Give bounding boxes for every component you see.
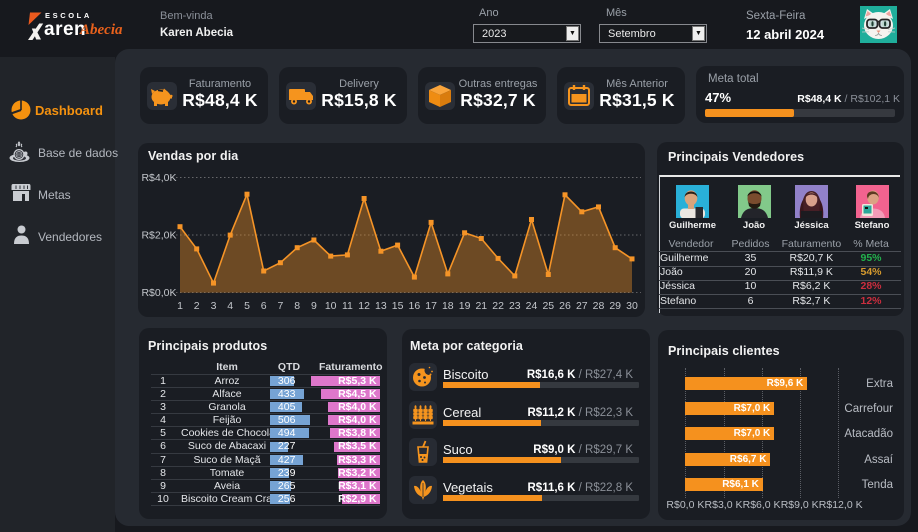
svg-text:23: 23 <box>509 300 521 312</box>
svg-text:22: 22 <box>492 300 504 312</box>
svg-text:15: 15 <box>392 300 404 312</box>
svg-text:1: 1 <box>177 300 183 312</box>
svg-text:11: 11 <box>342 300 353 312</box>
svg-text:17: 17 <box>425 300 437 312</box>
svg-text:7: 7 <box>277 300 283 312</box>
svg-text:24: 24 <box>526 300 538 312</box>
svg-text:29: 29 <box>609 300 621 312</box>
svg-text:10: 10 <box>325 300 337 312</box>
svg-text:30: 30 <box>626 300 638 312</box>
svg-text:18: 18 <box>442 300 454 312</box>
svg-text:16: 16 <box>409 300 421 312</box>
svg-text:26: 26 <box>559 300 571 312</box>
svg-text:R$2,0K: R$2,0K <box>141 230 176 242</box>
svg-text:8: 8 <box>294 300 300 312</box>
svg-text:12: 12 <box>358 300 370 312</box>
svg-text:4: 4 <box>227 300 233 312</box>
svg-text:R$4,0K: R$4,0K <box>141 172 176 184</box>
svg-text:6: 6 <box>261 300 267 312</box>
svg-text:25: 25 <box>542 300 554 312</box>
svg-text:R$0,0K: R$0,0K <box>141 287 176 299</box>
svg-text:27: 27 <box>576 300 588 312</box>
svg-text:2: 2 <box>194 300 200 312</box>
svg-text:3: 3 <box>211 300 217 312</box>
svg-text:21: 21 <box>475 300 487 312</box>
svg-text:9: 9 <box>311 300 317 312</box>
svg-text:19: 19 <box>459 300 471 312</box>
svg-text:13: 13 <box>375 300 387 312</box>
svg-text:5: 5 <box>244 300 250 312</box>
svg-text:28: 28 <box>593 300 605 312</box>
